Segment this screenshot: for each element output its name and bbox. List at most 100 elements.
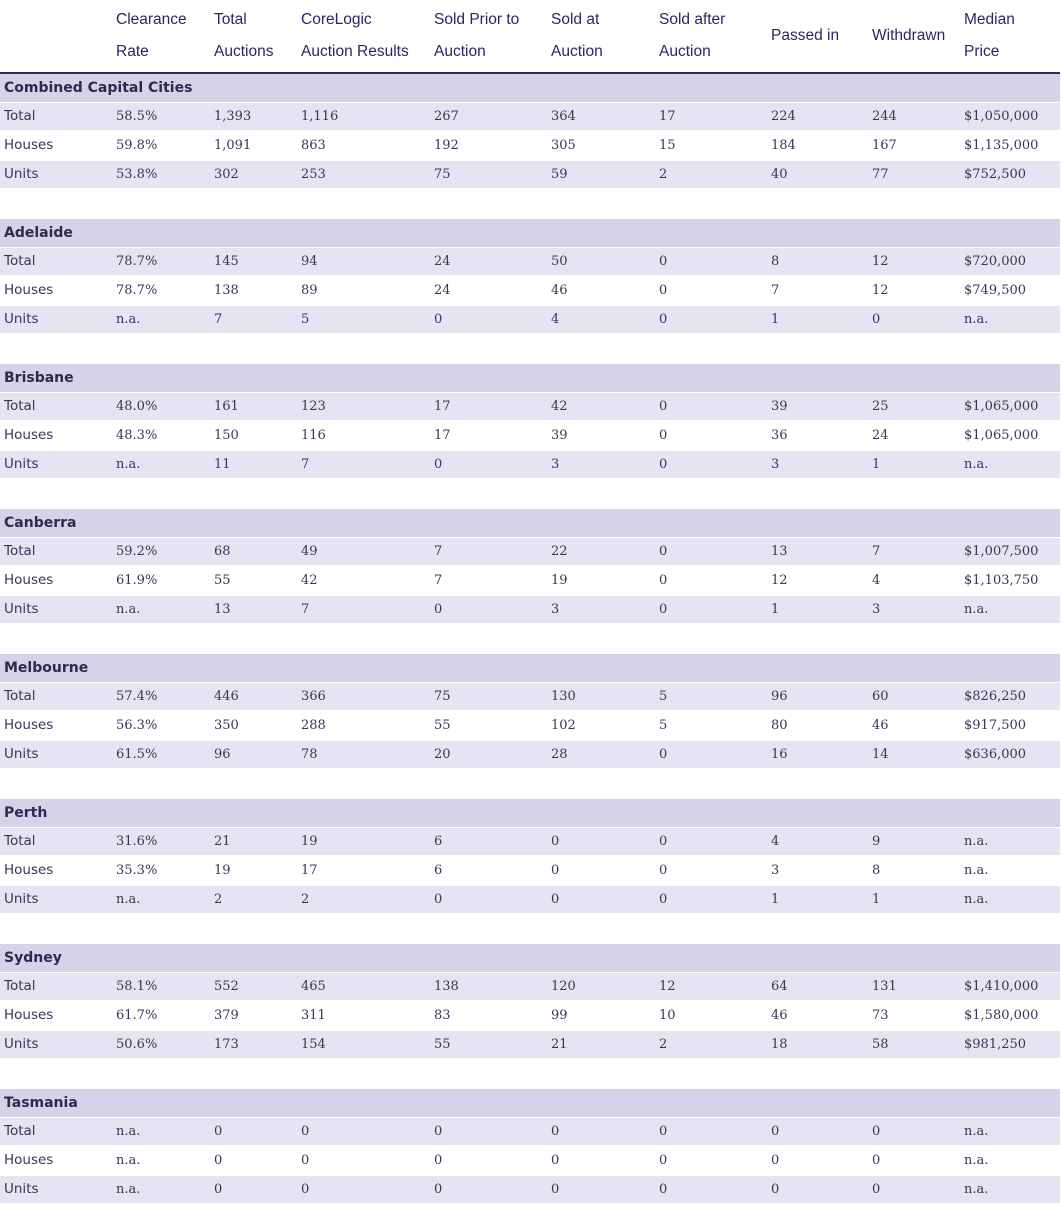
table-row: Total 48.0% 161 123 17 42 0 39 25 $1,065,000: [0, 393, 1060, 420]
table-row: Total 59.2% 68 49 7 22 0 13 7 $1,007,500: [0, 538, 1060, 565]
table-cell: 21: [551, 1037, 568, 1052]
table-cell: 11: [214, 457, 231, 472]
table-cell: 350: [214, 718, 239, 733]
table-cell: 7: [872, 544, 881, 559]
table-cell: 0: [659, 834, 668, 849]
table-cell: 253: [301, 167, 326, 182]
section-title-text: Brisbane: [4, 370, 74, 386]
table-cell: 12: [659, 979, 676, 994]
table-cell: 1: [872, 892, 881, 907]
table-row: Houses 78.7% 138 89 24 46 0 7 12 $749,500: [0, 277, 1060, 304]
table-cell: 379: [214, 1008, 239, 1023]
table-cell: 14: [872, 747, 889, 762]
table-cell: 7: [301, 602, 310, 617]
column-header: Sold Prior to Auction: [434, 0, 519, 72]
table-cell: 184: [771, 138, 796, 153]
table-cell: n.a.: [964, 863, 989, 878]
table-cell: 0: [434, 602, 443, 617]
table-cell: 0: [659, 1124, 668, 1139]
section-title-text: Canberra: [4, 515, 77, 531]
table-cell: 58.5%: [116, 109, 158, 124]
table-cell: 8: [872, 863, 881, 878]
table-cell: 446: [214, 689, 239, 704]
section-title: Sydney: [0, 944, 1060, 972]
table-cell: 1: [771, 312, 780, 327]
table-cell: 465: [301, 979, 326, 994]
table-cell: $752,500: [964, 167, 1027, 182]
table-cell: 12: [872, 254, 889, 269]
table-cell: 0: [434, 1124, 443, 1139]
table-cell: 6: [434, 863, 443, 878]
table-cell: 0: [551, 1182, 560, 1197]
table-cell: 0: [301, 1182, 310, 1197]
table-cell: 0: [659, 1153, 668, 1168]
table-cell: 4: [771, 834, 780, 849]
row-label: Total: [4, 253, 36, 269]
row-label: Total: [4, 108, 36, 124]
table-cell: 0: [434, 1153, 443, 1168]
table-cell: 0: [214, 1153, 223, 1168]
table-cell: 58.1%: [116, 979, 158, 994]
column-header-line: Sold at: [551, 11, 600, 28]
table-cell: 4: [872, 573, 881, 588]
row-label: Houses: [4, 282, 54, 298]
table-cell: 1: [872, 457, 881, 472]
column-header: Clearance Rate: [116, 0, 187, 72]
table-cell: 0: [434, 457, 443, 472]
table-cell: 0: [551, 834, 560, 849]
table-cell: 13: [771, 544, 788, 559]
table-row: Units n.a. 7 5 0 4 0 1 0 n.a.: [0, 306, 1060, 333]
table-cell: 120: [551, 979, 576, 994]
table-cell: 0: [434, 892, 443, 907]
table-cell: 40: [771, 167, 788, 182]
table-cell: $1,135,000: [964, 138, 1039, 153]
table-cell: 18: [771, 1037, 788, 1052]
table-cell: 302: [214, 167, 239, 182]
table-cell: 0: [301, 1153, 310, 1168]
table-cell: 35.3%: [116, 863, 158, 878]
table-cell: 0: [551, 863, 560, 878]
table-cell: 24: [434, 254, 451, 269]
row-label: Houses: [4, 862, 54, 878]
table-cell: 16: [771, 747, 788, 762]
table-cell: 55: [214, 573, 231, 588]
table-cell: n.a.: [964, 602, 989, 617]
table-cell: 73: [872, 1008, 889, 1023]
table-cell: $749,500: [964, 283, 1027, 298]
section-title: Tasmania: [0, 1089, 1060, 1117]
table-cell: 46: [771, 1008, 788, 1023]
row-label: Total: [4, 1123, 36, 1139]
table-cell: 0: [551, 1124, 560, 1139]
column-header-line: Rate: [116, 43, 149, 60]
table-cell: 64: [771, 979, 788, 994]
table-cell: 0: [551, 892, 560, 907]
table-cell: 12: [872, 283, 889, 298]
row-label: Houses: [4, 717, 54, 733]
table-cell: $1,410,000: [964, 979, 1039, 994]
table-cell: 5: [659, 718, 668, 733]
table-cell: 94: [301, 254, 318, 269]
table-cell: 46: [551, 283, 568, 298]
section-title-text: Combined Capital Cities: [4, 80, 193, 96]
table-cell: 366: [301, 689, 326, 704]
table-cell: 42: [551, 399, 568, 414]
table-row: Total 58.5% 1,393 1,116 267 364 17 224 244 $1,050…: [0, 103, 1060, 130]
table-cell: 78.7%: [116, 283, 158, 298]
table-cell: 22: [551, 544, 568, 559]
column-header-line: Auction: [434, 43, 486, 60]
row-label: Houses: [4, 427, 54, 443]
table-cell: n.a.: [964, 1182, 989, 1197]
table-cell: 0: [659, 863, 668, 878]
table-cell: 7: [771, 283, 780, 298]
table-cell: 0: [659, 544, 668, 559]
table-cell: 364: [551, 109, 576, 124]
table-cell: 60: [872, 689, 889, 704]
table-cell: 61.5%: [116, 747, 158, 762]
table-cell: 25: [872, 399, 889, 414]
column-header-line: Sold Prior to: [434, 11, 520, 28]
table-cell: 9: [872, 834, 881, 849]
row-label: Houses: [4, 137, 54, 153]
row-label: Units: [4, 166, 39, 182]
table-cell: 7: [301, 457, 310, 472]
column-header-line: Withdrawn: [872, 27, 946, 44]
